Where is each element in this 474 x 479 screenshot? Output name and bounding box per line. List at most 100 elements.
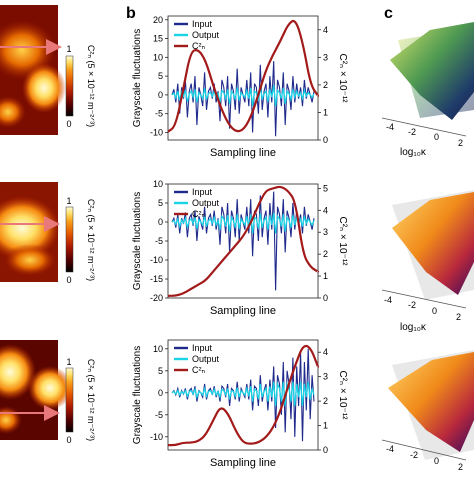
colorbar-label: C²ₙ (5 × 10⁻¹² m⁻²ᐟ³) bbox=[86, 45, 96, 127]
legend-label: C²ₙ bbox=[192, 209, 205, 219]
legend-label: C²ₙ bbox=[192, 41, 205, 51]
surface-x-axis bbox=[381, 439, 467, 461]
heatmap-panel-1: 1 0 C²ₙ (5 × 10⁻¹² m⁻²ᐟ³) bbox=[0, 5, 96, 135]
series-line-output bbox=[171, 381, 315, 407]
y2-tick-label: 2 bbox=[323, 249, 328, 259]
series-line-cn2 bbox=[167, 19, 320, 133]
plot-frame bbox=[167, 15, 319, 141]
surface-tick: -2 bbox=[408, 300, 416, 310]
y-axis-label: Grayscale fluctuations bbox=[132, 192, 143, 290]
panel-label-c: c bbox=[384, 5, 393, 22]
plot-frame bbox=[167, 339, 319, 451]
colorbar-tick-min: 0 bbox=[66, 435, 71, 445]
colorbar-tick-max: 1 bbox=[66, 44, 71, 54]
y-axis-label: Grayscale fluctuations bbox=[132, 29, 143, 127]
colorbar bbox=[65, 55, 74, 117]
legend-label: Input bbox=[192, 343, 213, 353]
surface-panel-3: -4 -2 0 2 bbox=[381, 350, 474, 472]
y-tick-label: -10 bbox=[150, 255, 163, 265]
y-tick-label: 10 bbox=[153, 179, 163, 189]
heatmap-blob bbox=[22, 63, 66, 113]
series-line-cn2 bbox=[168, 185, 320, 297]
line-chart-3: -10 -5 0 5 10 0 1 2 3 4 Grayscale fluctuations C²ₙ … bbox=[132, 339, 348, 469]
heatmap-blob bbox=[0, 196, 60, 260]
y-tick-label: -5 bbox=[155, 410, 163, 420]
y2-axis-label: C²ₙ × 10⁻¹² bbox=[337, 371, 348, 421]
y-tick-label: -15 bbox=[150, 274, 163, 284]
surface-tick: 0 bbox=[434, 132, 439, 142]
y2-tick-label: 2 bbox=[323, 80, 328, 90]
y-tick-label: 5 bbox=[158, 71, 163, 81]
surface-x-axis bbox=[381, 289, 467, 309]
surface-x-axis bbox=[381, 117, 467, 137]
plot-frame bbox=[167, 183, 319, 299]
colorbar bbox=[65, 367, 74, 433]
line-chart-1: -10 -5 0 5 10 15 20 0 1 2 3 4 Grayscale fluctuations… bbox=[132, 15, 348, 159]
colorbar bbox=[65, 206, 74, 273]
y2-tick-label: 1 bbox=[323, 421, 328, 431]
x-axis-label: Sampling line bbox=[210, 457, 276, 469]
surface-tick: -2 bbox=[408, 127, 416, 137]
colorbar-tick-min: 0 bbox=[66, 119, 71, 129]
surface-tick: -4 bbox=[386, 444, 394, 454]
x-axis-label: Sampling line bbox=[210, 305, 276, 317]
series-line-cn2 bbox=[167, 344, 320, 447]
heatmap-panel-2: 1 0 C²ₙ (5 × 10⁻¹² m⁻²ᐟ³) bbox=[0, 182, 96, 285]
surface-ticks-1: -4 -2 0 2 bbox=[386, 122, 463, 148]
x-axis-label: Sampling line bbox=[210, 147, 276, 159]
y-tick-label: -10 bbox=[150, 432, 163, 442]
surface-tick: 0 bbox=[434, 456, 439, 466]
surface-tick: 0 bbox=[432, 306, 437, 316]
colorbar-label: C²ₙ (5 × 10⁻¹² m⁻²ᐟ³) bbox=[86, 359, 96, 441]
surface-ticks-3: -4 -2 0 2 bbox=[386, 444, 463, 472]
legend-label: Input bbox=[192, 19, 213, 29]
y2-tick-label: 0 bbox=[323, 293, 328, 303]
surface-tick: -4 bbox=[384, 295, 392, 305]
series-line-output bbox=[171, 84, 315, 107]
y-tick-label: 15 bbox=[153, 34, 163, 44]
surface-ticks-2: -4 -2 0 2 bbox=[384, 295, 461, 322]
surface-tick: 2 bbox=[458, 138, 463, 148]
y-tick-label: -5 bbox=[155, 109, 163, 119]
surface-panel-2: -4 -2 0 2 log₁₀κ bbox=[381, 190, 474, 333]
colorbar-tick-min: 0 bbox=[66, 275, 71, 285]
y-tick-label: -5 bbox=[155, 236, 163, 246]
y-tick-label: 10 bbox=[153, 344, 163, 354]
y2-tick-label: 4 bbox=[323, 25, 328, 35]
legend-label: Input bbox=[192, 187, 213, 197]
y-tick-label: -10 bbox=[150, 127, 163, 137]
y-tick-label: 0 bbox=[158, 388, 163, 398]
surface-xlabel: log₁₀κ bbox=[400, 147, 427, 158]
heatmap-blob bbox=[0, 344, 36, 400]
line-chart-2: -20 -15 -10 -5 0 5 10 0 1 2 3 4 5 Grayscale fluctuati… bbox=[132, 179, 348, 317]
colorbar-tick-max: 1 bbox=[66, 196, 71, 206]
y2-tick-label: 0 bbox=[323, 135, 328, 145]
surface-tick: 2 bbox=[456, 312, 461, 322]
y-tick-label: 20 bbox=[153, 15, 163, 25]
surface-mesh bbox=[392, 192, 474, 295]
y2-tick-label: 2 bbox=[323, 396, 328, 406]
panel-label-b: b bbox=[126, 5, 136, 22]
surface-panel-1: -4 -2 0 2 log₁₀κ bbox=[381, 22, 474, 158]
series-line-output bbox=[171, 212, 315, 234]
y2-tick-label: 0 bbox=[323, 445, 328, 455]
y-tick-label: 0 bbox=[158, 90, 163, 100]
y2-tick-label: 3 bbox=[323, 372, 328, 382]
colorbar-label: C²ₙ (5 × 10⁻¹² m⁻²ᐟ³) bbox=[86, 199, 96, 281]
y2-tick-label: 3 bbox=[323, 227, 328, 237]
heatmap-blob bbox=[28, 366, 72, 410]
y-tick-label: 5 bbox=[158, 366, 163, 376]
surface-tick: -4 bbox=[386, 122, 394, 132]
y2-tick-label: 1 bbox=[323, 271, 328, 281]
legend-label: Output bbox=[192, 354, 220, 364]
y2-tick-label: 5 bbox=[323, 183, 328, 193]
heatmap-panel-3: 1 0 C²ₙ (5 × 10⁻¹² m⁻²ᐟ³) bbox=[0, 340, 96, 445]
y2-axis-label: C²ₙ × 10⁻¹² bbox=[337, 54, 348, 104]
y-axis-label: Grayscale fluctuations bbox=[132, 346, 143, 444]
y-tick-label: -20 bbox=[150, 293, 163, 303]
